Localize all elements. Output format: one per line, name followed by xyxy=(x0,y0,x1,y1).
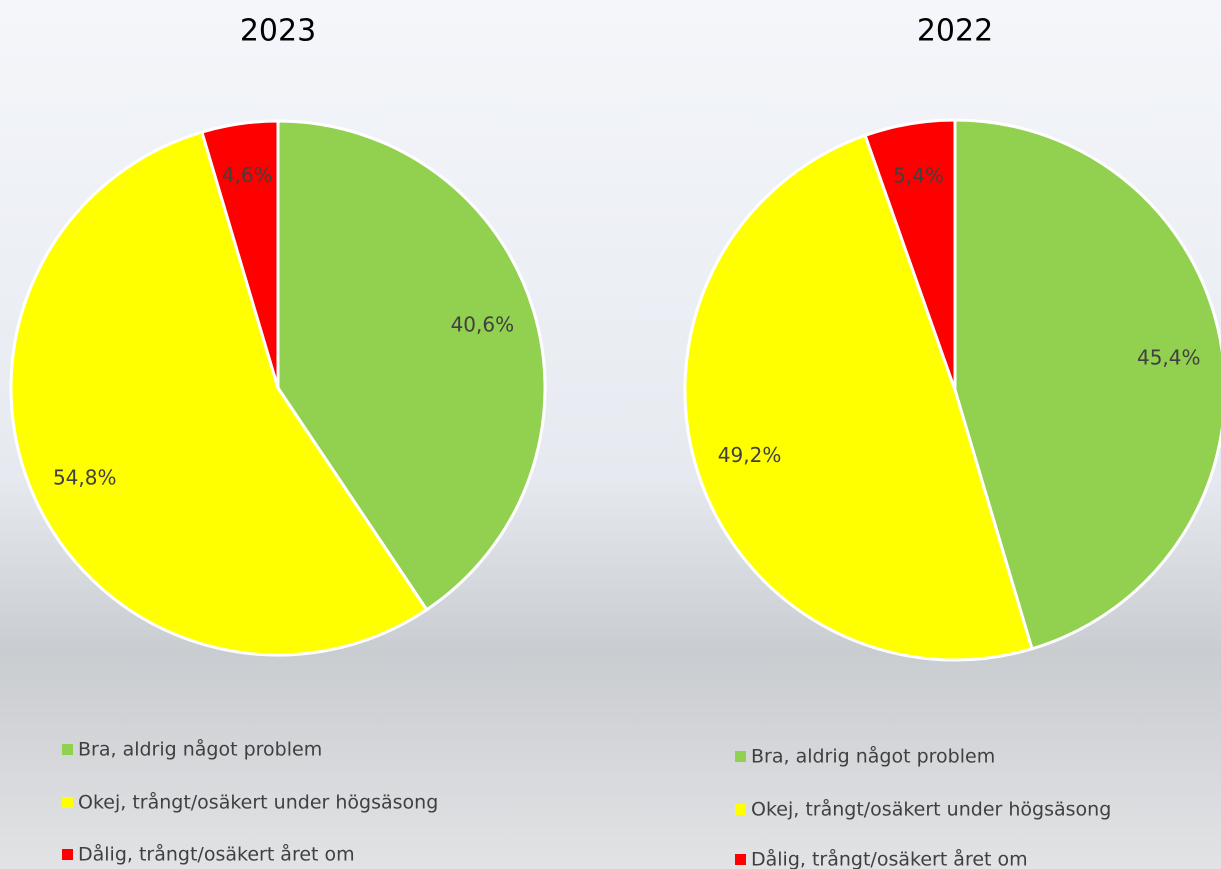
pie-slice xyxy=(9,130,429,657)
legend-swatch xyxy=(62,797,73,808)
data-label: 5,4% xyxy=(893,164,944,188)
legend-label: Dålig, trångt/osäkert året om xyxy=(78,843,355,866)
pie-slice xyxy=(863,118,957,391)
pie-slice xyxy=(683,133,1034,662)
chart-title: 2022 xyxy=(917,14,993,49)
chart-title: 2023 xyxy=(240,14,316,49)
legend-label: Bra, aldrig något problem xyxy=(751,745,995,768)
legend-label: Okej, trångt/osäkert under högsäsong xyxy=(78,791,438,814)
data-label: 4,6% xyxy=(222,163,273,187)
legend-label: Okej, trångt/osäkert under högsäsong xyxy=(751,798,1111,821)
pie-slice xyxy=(953,118,1221,651)
data-label: 40,6% xyxy=(451,312,515,336)
legend-label: Dålig, trångt/osäkert året om xyxy=(751,848,1028,869)
legend-label: Bra, aldrig något problem xyxy=(78,738,322,761)
legend-swatch xyxy=(735,804,746,815)
data-label: 45,4% xyxy=(1137,345,1201,369)
legend-swatch xyxy=(62,849,73,860)
data-label: 49,2% xyxy=(718,443,782,467)
legend-swatch xyxy=(62,744,73,755)
pie-slice xyxy=(200,119,280,389)
pie-slice xyxy=(276,119,547,612)
legend-swatch xyxy=(735,751,746,762)
legend-swatch xyxy=(735,854,746,865)
data-label: 54,8% xyxy=(53,465,117,489)
